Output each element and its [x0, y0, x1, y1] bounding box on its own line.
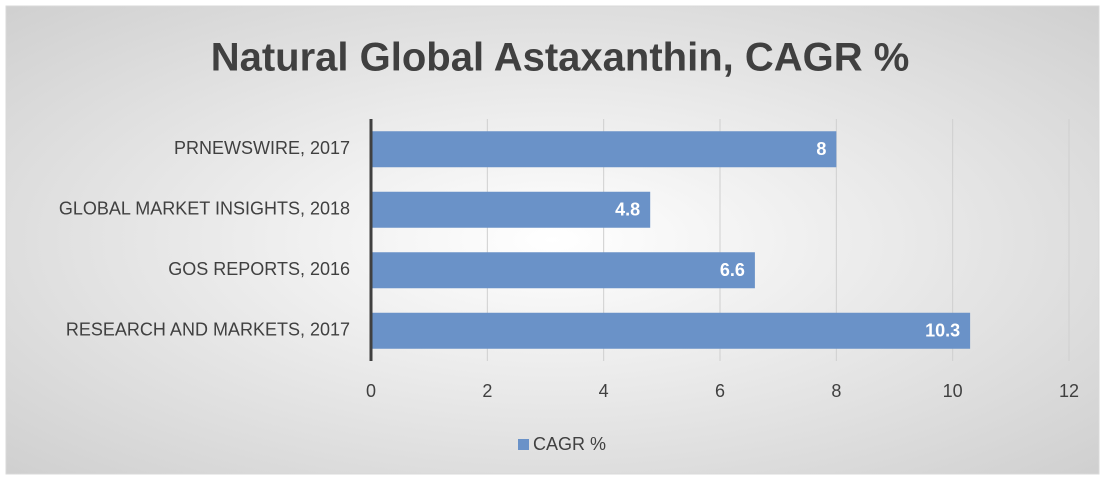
- x-tick-label: 8: [831, 381, 841, 401]
- x-tick-label: 0: [366, 381, 376, 401]
- data-label: 4.8: [615, 200, 640, 220]
- x-tick-label: 2: [482, 381, 492, 401]
- bar: [371, 252, 755, 289]
- chart-background: [5, 5, 1100, 475]
- x-tick-label: 6: [715, 381, 725, 401]
- legend-swatch: [518, 439, 529, 450]
- bar: [371, 191, 651, 228]
- data-label: 6.6: [720, 260, 745, 280]
- data-label: 10.3: [925, 321, 960, 341]
- bar: [371, 312, 971, 349]
- data-label: 8: [816, 139, 826, 159]
- y-tick-label: RESEARCH AND MARKETS, 2017: [66, 320, 350, 340]
- chart-title: Natural Global Astaxanthin, CAGR %: [211, 36, 910, 80]
- x-tick-label: 12: [1059, 381, 1079, 401]
- x-tick-label: 10: [943, 381, 963, 401]
- x-tick-label: 4: [599, 381, 609, 401]
- bar: [371, 131, 837, 168]
- y-tick-label: GLOBAL MARKET INSIGHTS, 2018: [59, 199, 350, 219]
- y-tick-label: PRNEWSWIRE, 2017: [174, 138, 350, 158]
- y-tick-label: GOS REPORTS, 2016: [168, 259, 350, 279]
- legend-label: CAGR %: [533, 434, 606, 454]
